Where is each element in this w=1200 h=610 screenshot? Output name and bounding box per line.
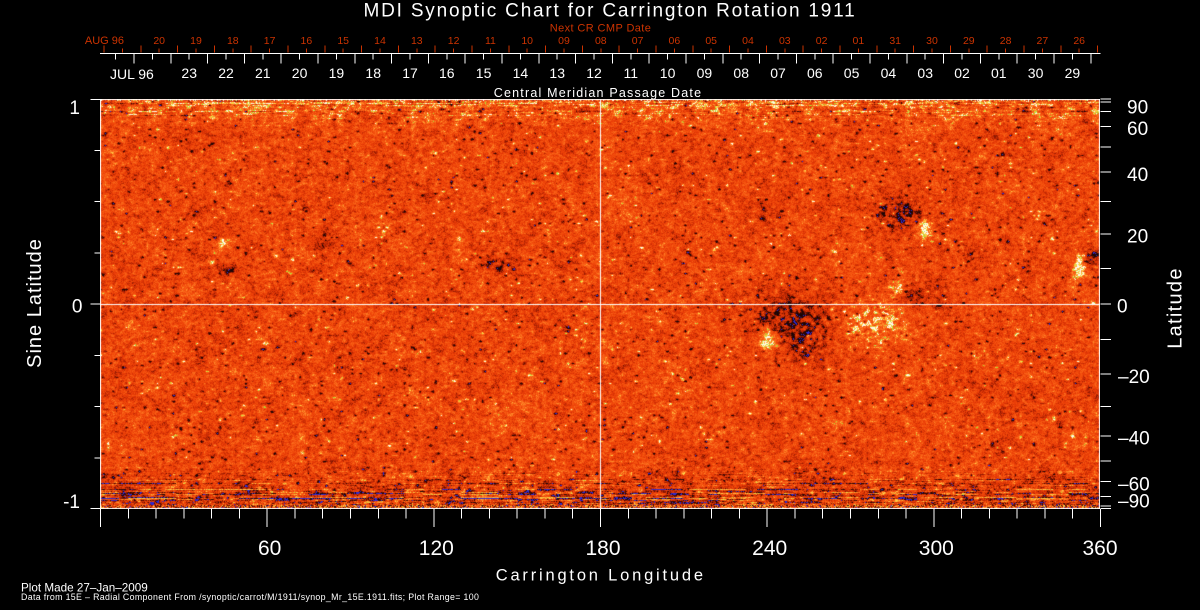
svg-text:09: 09: [558, 35, 570, 47]
svg-text:15: 15: [337, 35, 349, 47]
svg-text:18: 18: [227, 35, 239, 47]
svg-text:360: 360: [1082, 537, 1117, 560]
svg-text:-1: -1: [63, 492, 80, 513]
svg-text:01: 01: [991, 65, 1007, 81]
svg-text:300: 300: [919, 537, 954, 560]
svg-text:16: 16: [301, 35, 313, 47]
svg-text:90: 90: [1127, 98, 1148, 119]
svg-text:27: 27: [1037, 35, 1049, 47]
svg-text:30: 30: [926, 35, 938, 47]
svg-text:Plot Made 27–Jan–2009: Plot Made 27–Jan–2009: [21, 582, 148, 595]
svg-text:09: 09: [697, 65, 713, 81]
svg-text:14: 14: [374, 35, 386, 47]
svg-text:23: 23: [181, 65, 197, 81]
svg-text:JUL 96: JUL 96: [110, 66, 154, 82]
svg-text:Sine Latitude: Sine Latitude: [24, 238, 46, 368]
svg-text:05: 05: [844, 65, 860, 81]
svg-text:14: 14: [513, 65, 529, 81]
svg-text:16: 16: [439, 65, 455, 81]
svg-text:11: 11: [624, 65, 639, 81]
svg-text:04: 04: [742, 35, 754, 47]
svg-text:15: 15: [476, 65, 492, 81]
svg-text:10: 10: [521, 35, 533, 47]
svg-text:60: 60: [1127, 119, 1148, 140]
svg-text:19: 19: [329, 65, 345, 81]
svg-text:–90: –90: [1118, 491, 1150, 512]
svg-text:05: 05: [705, 35, 717, 47]
svg-text:22: 22: [218, 65, 234, 81]
svg-text:Data from 15E – Radial Compone: Data from 15E – Radial Component From /s…: [21, 592, 479, 602]
svg-text:03: 03: [917, 65, 933, 81]
svg-text:03: 03: [779, 35, 791, 47]
svg-text:AUG 96: AUG 96: [85, 35, 124, 47]
svg-text:07: 07: [632, 35, 644, 47]
svg-text:31: 31: [889, 35, 901, 47]
svg-text:04: 04: [881, 65, 897, 81]
svg-text:01: 01: [853, 35, 865, 47]
svg-text:26: 26: [1073, 35, 1085, 47]
svg-text:0: 0: [72, 297, 83, 318]
svg-text:Carrington Longitude: Carrington Longitude: [496, 567, 706, 585]
svg-text:11: 11: [485, 35, 496, 47]
svg-text:20: 20: [1127, 227, 1148, 248]
svg-text:10: 10: [660, 65, 676, 81]
svg-text:60: 60: [258, 537, 281, 560]
svg-text:20: 20: [292, 65, 308, 81]
svg-text:17: 17: [264, 35, 276, 47]
svg-text:120: 120: [419, 537, 454, 560]
svg-text:06: 06: [807, 65, 823, 81]
svg-text:02: 02: [954, 65, 970, 81]
svg-text:19: 19: [190, 35, 202, 47]
svg-text:12: 12: [448, 35, 460, 47]
svg-text:1: 1: [69, 98, 80, 119]
svg-text:21: 21: [255, 65, 271, 81]
svg-text:08: 08: [595, 35, 607, 47]
svg-text:–40: –40: [1118, 429, 1150, 450]
svg-text:29: 29: [1065, 65, 1081, 81]
svg-text:17: 17: [402, 65, 418, 81]
svg-text:08: 08: [733, 65, 749, 81]
svg-text:12: 12: [586, 65, 602, 81]
svg-text:–20: –20: [1118, 367, 1150, 388]
svg-text:06: 06: [669, 35, 681, 47]
svg-text:Next CR CMP Date: Next CR CMP Date: [550, 23, 652, 35]
svg-text:13: 13: [549, 65, 565, 81]
svg-text:30: 30: [1028, 65, 1044, 81]
svg-text:28: 28: [1000, 35, 1012, 47]
svg-text:–60: –60: [1118, 475, 1150, 496]
svg-text:13: 13: [411, 35, 423, 47]
svg-text:29: 29: [963, 35, 975, 47]
svg-text:Central Meridian Passage Date: Central Meridian Passage Date: [494, 86, 703, 100]
svg-text:Latitude: Latitude: [1165, 267, 1187, 349]
svg-text:18: 18: [365, 65, 381, 81]
svg-text:0: 0: [1117, 297, 1128, 318]
svg-text:20: 20: [153, 35, 165, 47]
svg-text:02: 02: [816, 35, 828, 47]
svg-text:MDI Synoptic Chart for Carring: MDI Synoptic Chart for Carrington Rotati…: [364, 1, 857, 22]
svg-text:240: 240: [752, 537, 787, 560]
svg-text:07: 07: [770, 65, 786, 81]
svg-text:40: 40: [1127, 165, 1148, 186]
svg-text:180: 180: [585, 537, 620, 560]
